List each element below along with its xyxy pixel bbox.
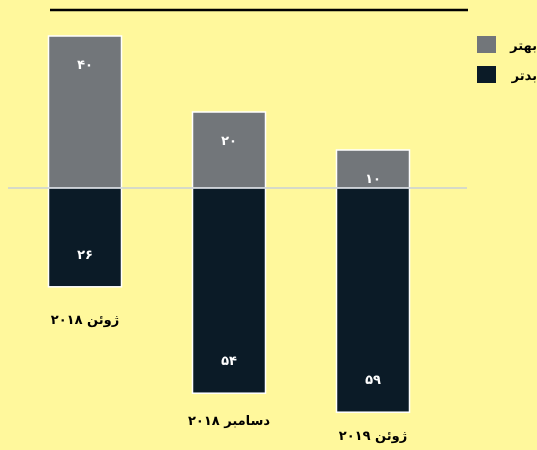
bar-worse-3 [335,187,411,413]
bar-worse-1 [47,187,123,288]
bar-better-2 [191,111,267,189]
bars-group [47,35,411,413]
legend-label-better: بهتر [509,39,537,54]
value-label-worse-1: ۲۶ [77,248,93,263]
category-label-1: ژوئن ۲۰۱۸ [51,313,119,328]
legend-swatch-worse [477,66,496,83]
legend: بهتر بدتر [477,36,537,84]
bar-better-3 [335,149,411,189]
legend-label-worse: بدتر [511,69,537,84]
value-label-better-2: ۲۰ [221,134,237,149]
value-label-better-1: ۴۰ [77,58,93,73]
legend-swatch-better [477,36,496,53]
bar-worse-2 [191,187,267,394]
category-label-3: ژوئن ۲۰۱۹ [339,429,407,444]
value-label-worse-2: ۵۴ [221,354,237,369]
value-label-worse-3: ۵۹ [365,373,381,388]
labels-group: ۴۰ ۲۶ ژوئن ۲۰۱۸ ۲۰ ۵۴ دسامبر ۲۰۱۸ ۱۰ ۵۹ ژوئن ۲۰۱… [51,58,407,444]
value-label-better-3: ۱۰ [365,172,381,187]
category-label-2: دسامبر ۲۰۱۸ [188,414,270,429]
